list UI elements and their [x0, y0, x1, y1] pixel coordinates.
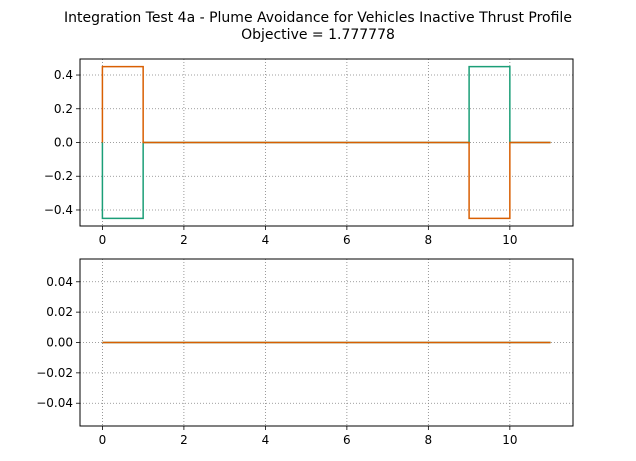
- top-subplot: 0 2 4 6 8 10 −0.4 −0.2 0.0 0.2 0.4: [44, 58, 574, 247]
- figure-title-line1: Integration Test 4a - Plume Avoidance fo…: [64, 10, 572, 26]
- x-tick-label: 4: [262, 433, 270, 447]
- y-tick-label: 0.04: [46, 275, 73, 289]
- bottom-subplot: 0 2 4 6 8 10 −0.04 −0.02 0.00 0.02 0.04: [36, 258, 574, 447]
- series-line-2: [101, 65, 551, 220]
- x-tick-label: 4: [262, 233, 270, 247]
- y-tick-label: −0.02: [36, 366, 73, 380]
- x-tick-label: 0: [99, 233, 107, 247]
- x-tick-label: 2: [180, 433, 188, 447]
- y-tick-label: −0.04: [36, 396, 73, 410]
- y-tick-label: −0.2: [44, 169, 73, 183]
- y-tick-label: 0.02: [46, 305, 73, 319]
- x-tick-label: 8: [425, 233, 433, 247]
- x-tick-label: 2: [180, 233, 188, 247]
- x-tick-label: 10: [502, 433, 517, 447]
- y-tick-label: −0.4: [44, 203, 73, 217]
- x-tick-label: 8: [425, 433, 433, 447]
- y-tick-label: 0.4: [54, 68, 73, 82]
- y-tick-label: 0.0: [54, 136, 73, 150]
- figure-title-line2: Objective = 1.777778: [241, 27, 395, 43]
- y-tick-label: 0.00: [46, 336, 73, 350]
- y-tick-label: 0.2: [54, 102, 73, 116]
- x-tick-label: 6: [343, 233, 351, 247]
- x-tick-label: 0: [99, 433, 107, 447]
- x-tick-label: 10: [502, 233, 517, 247]
- x-tick-label: 6: [343, 433, 351, 447]
